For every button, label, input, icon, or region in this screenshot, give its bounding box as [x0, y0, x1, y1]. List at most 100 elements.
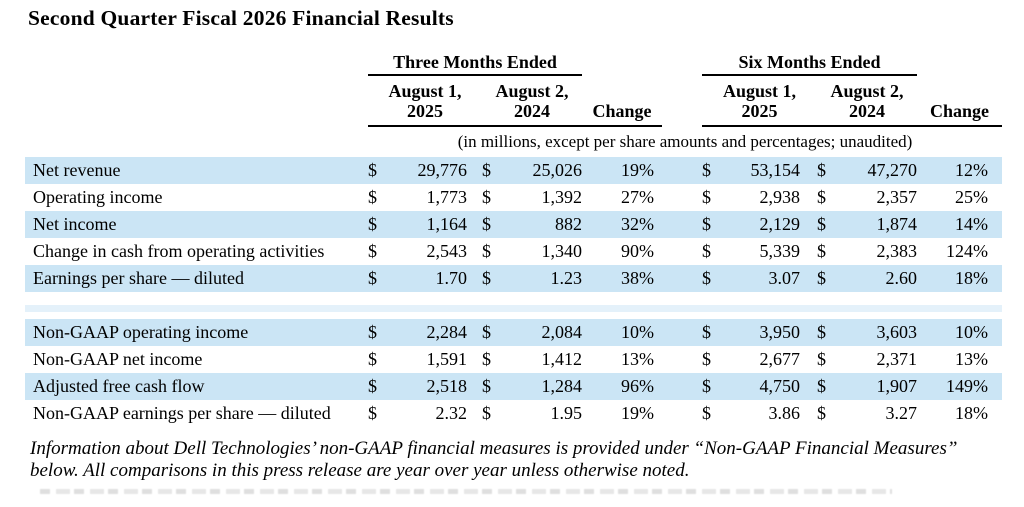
three-months-2025-value: 1,591: [426, 349, 468, 369]
three-months-change-value: 27%: [621, 187, 655, 207]
header-spacer-cell: [917, 50, 1002, 75]
cut-off-text-artifact: [40, 489, 892, 494]
dollar-sign: $: [702, 160, 712, 180]
col-header-sm-aug2-2024: August 2, 2024: [817, 75, 918, 127]
three-months-2025-value: 2,284: [426, 322, 468, 342]
six-months-2025-value: 2,677: [759, 349, 801, 369]
dollar-sign: $: [817, 241, 827, 261]
header-spacer-cell: [25, 50, 368, 75]
six-months-2025-value: 3.86: [768, 403, 801, 423]
dollar-sign: $: [482, 322, 491, 342]
header-spacer-cell: [582, 50, 662, 75]
column-gap: [662, 157, 702, 184]
column-gap: [662, 238, 702, 265]
header-spacer-cell: [662, 50, 702, 75]
dollar-sign: $: [368, 214, 377, 234]
header-spacer-cell: [662, 75, 702, 126]
dollar-sign: $: [702, 268, 712, 288]
col-header-tm-aug1-2025: August 1, 2025: [368, 75, 482, 127]
group-header-row: Three Months Ended Six Months Ended: [25, 50, 1002, 76]
three-months-2024-value: 1,284: [541, 376, 583, 396]
six-months-change-value: 10%: [955, 322, 989, 342]
spacer-stripe: [25, 305, 1003, 312]
three-months-2024-value: 882: [555, 214, 583, 234]
six-months-change-value: 13%: [955, 349, 989, 369]
dollar-sign: $: [702, 241, 712, 261]
dollar-sign: $: [368, 322, 377, 342]
three-months-change-value: 19%: [621, 160, 655, 180]
dollar-sign: $: [482, 349, 491, 369]
column-gap: [662, 211, 702, 238]
group-header-six-months: Six Months Ended: [702, 50, 918, 76]
col-header-sm-change: Change: [917, 75, 1003, 127]
three-months-change-value: 38%: [621, 268, 655, 288]
three-months-2025-value: 2,518: [426, 376, 468, 396]
dollar-sign: $: [368, 187, 377, 207]
six-months-2024-value: 2,383: [876, 241, 918, 261]
column-header-row: August 1, 2025 August 2, 2024 Change Aug…: [25, 75, 1003, 127]
three-months-change-value: 19%: [621, 403, 655, 423]
table-body: Net revenue $ 29,776 $ 25,026 19% $ 53,1…: [25, 157, 1003, 427]
row-label: Operating income: [33, 187, 163, 207]
row-label: Earnings per share — diluted: [33, 268, 244, 288]
dollar-sign: $: [702, 403, 712, 423]
three-months-2024-value: 1,392: [541, 187, 583, 207]
dollar-sign: $: [817, 376, 827, 396]
dollar-sign: $: [817, 214, 827, 234]
column-gap: [662, 400, 702, 427]
dollar-sign: $: [702, 322, 712, 342]
three-months-2025-value: 1,164: [426, 214, 468, 234]
three-months-2024-value: 1.23: [550, 268, 583, 288]
six-months-change-value: 12%: [955, 160, 989, 180]
dollar-sign: $: [368, 268, 377, 288]
table-row: Non-GAAP operating income $ 2,284 $ 2,08…: [25, 319, 1003, 346]
dollar-sign: $: [817, 403, 827, 423]
dollar-sign: $: [702, 376, 712, 396]
three-months-2024-value: 25,026: [532, 160, 583, 180]
row-label: Non-GAAP net income: [33, 349, 203, 369]
dollar-sign: $: [368, 349, 377, 369]
dollar-sign: $: [482, 376, 491, 396]
dollar-sign: $: [482, 241, 491, 261]
dollar-sign: $: [702, 214, 712, 234]
table-row: Operating income $ 1,773 $ 1,392 27% $ 2…: [25, 184, 1002, 211]
three-months-change-value: 10%: [621, 322, 655, 342]
six-months-2024-value: 3,603: [876, 322, 918, 342]
six-months-2024-value: 3.27: [885, 403, 918, 423]
three-months-change-value: 13%: [621, 349, 655, 369]
column-gap: [662, 319, 702, 346]
dollar-sign: $: [702, 187, 712, 207]
dollar-sign: $: [702, 349, 712, 369]
three-months-2024-value: 2,084: [541, 322, 583, 342]
six-months-change-value: 18%: [955, 268, 989, 288]
col-header-tm-change: Change: [582, 75, 663, 127]
three-months-change-value: 96%: [621, 376, 655, 396]
dollar-sign: $: [482, 214, 491, 234]
six-months-2024-value: 1,907: [876, 376, 918, 396]
dollar-sign: $: [482, 187, 491, 207]
three-months-2025-value: 2.32: [435, 403, 468, 423]
column-gap: [662, 184, 702, 211]
six-months-2024-value: 47,270: [867, 160, 918, 180]
dollar-sign: $: [482, 403, 491, 423]
dollar-sign: $: [368, 241, 377, 261]
group-header-three-months: Three Months Ended: [368, 50, 583, 76]
six-months-2025-value: 4,750: [759, 376, 801, 396]
dollar-sign: $: [817, 349, 827, 369]
table-row: Earnings per share — diluted $ 1.70 $ 1.…: [25, 265, 1003, 292]
row-label: Adjusted free cash flow: [33, 376, 205, 396]
units-note: (in millions, except per share amounts a…: [457, 132, 913, 151]
dollar-sign: $: [817, 268, 827, 288]
units-row: (in millions, except per share amounts a…: [25, 126, 1002, 157]
dollar-sign: $: [817, 187, 827, 207]
table-row: Non-GAAP net income $ 1,591 $ 1,412 13% …: [25, 346, 1002, 373]
six-months-change-value: 18%: [955, 403, 989, 423]
page-title: Second Quarter Fiscal 2026 Financial Res…: [28, 6, 454, 30]
row-label: Non-GAAP operating income: [33, 322, 249, 342]
financial-results-table: Three Months Ended Six Months Ended Augu…: [25, 50, 1003, 427]
three-months-2025-value: 29,776: [417, 160, 468, 180]
row-label: Net income: [33, 214, 117, 234]
six-months-2024-value: 1,874: [876, 214, 918, 234]
table-row: Net income $ 1,164 $ 882 32% $ 2,129 $ 1…: [25, 211, 1003, 238]
